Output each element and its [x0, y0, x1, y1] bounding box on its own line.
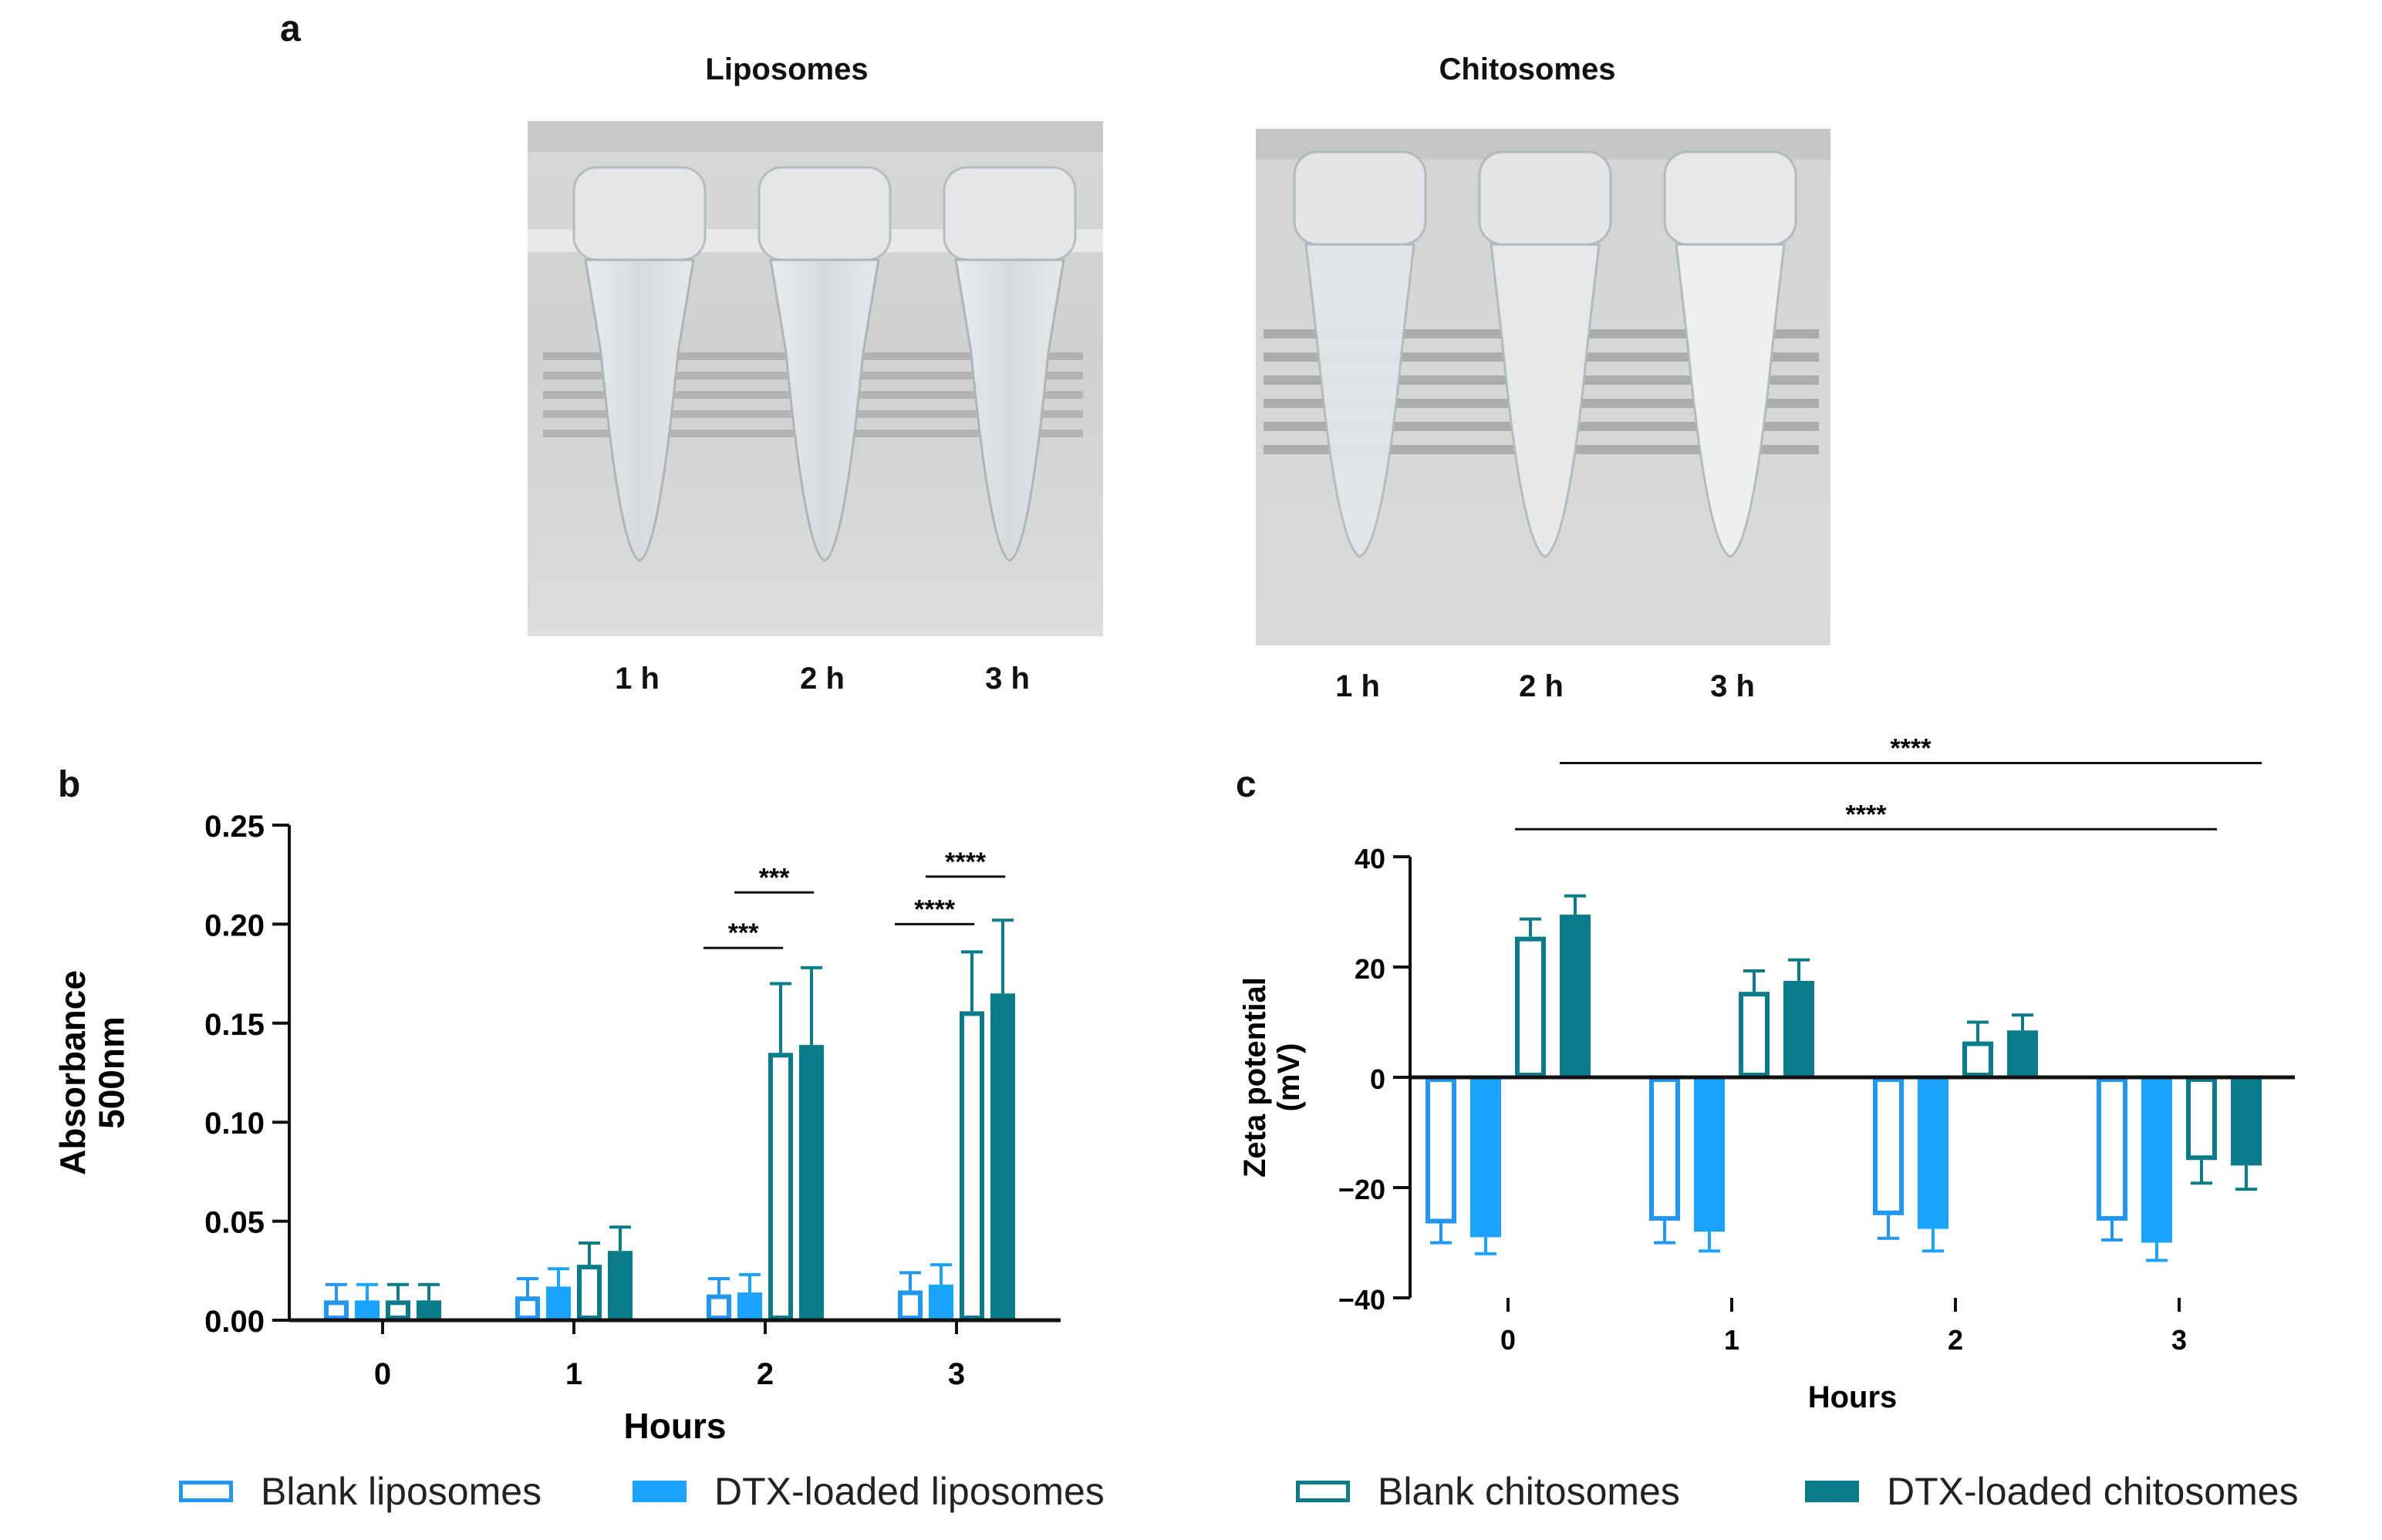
c-bar [2007, 1030, 2038, 1077]
liposomes-time-3: 3 h [985, 662, 1030, 696]
liposomes-time-1: 1 h [615, 662, 660, 696]
b-bar [768, 1053, 793, 1320]
liposomes-time-2: 2 h [800, 662, 845, 696]
c-significance-label: **** [1891, 733, 1932, 763]
chitosomes-time-3: 3 h [1710, 669, 1755, 703]
b-ytick-label: 0.10 [204, 1107, 265, 1141]
b-ytick-label: 0.00 [204, 1305, 265, 1339]
b-ytick-label: 0.20 [204, 908, 265, 942]
legend-swatch-blank-chitosomes [1296, 1481, 1350, 1502]
b-bar [546, 1286, 571, 1320]
b-significance-label: *** [728, 918, 759, 948]
panel-letter-b: b [58, 764, 81, 805]
legend-swatch-dtx-liposomes [633, 1481, 687, 1502]
b-bar [355, 1300, 380, 1320]
c-bar [1783, 980, 1814, 1077]
b-xtick-label: 0 [374, 1357, 391, 1391]
b-xtick-label: 3 [948, 1357, 965, 1391]
b-ytick-label: 0.25 [204, 810, 265, 844]
legend-label-dtx-liposomes: DTX-loaded liposomes [714, 1470, 1105, 1513]
c-x-axis-title: Hours [1808, 1380, 1898, 1414]
chitosomes-time-1: 1 h [1335, 669, 1380, 703]
c-ytick-label: 40 [1355, 843, 1385, 874]
c-bar [1962, 1041, 1993, 1078]
b-significance-label: **** [945, 848, 987, 877]
b-bar [608, 1251, 633, 1320]
c-bar [2141, 1077, 2172, 1243]
b-bar [577, 1265, 602, 1320]
b-bar [960, 1011, 984, 1320]
b-bar [990, 993, 1015, 1320]
c-xtick-label: 0 [1500, 1324, 1516, 1356]
liposomes-tubes-photo [528, 121, 1103, 636]
b-bar [417, 1300, 441, 1320]
liposomes-photo-title: Liposomes [705, 52, 869, 86]
c-bar [1470, 1077, 1501, 1238]
b-bar [324, 1300, 349, 1320]
b-ytick-label: 0.05 [204, 1206, 265, 1240]
c-xtick-label: 2 [1948, 1324, 1963, 1356]
legend-label-blank-liposomes: Blank liposomes [261, 1470, 542, 1513]
b-bar [737, 1292, 762, 1320]
chitosomes-time-2: 2 h [1519, 669, 1564, 703]
chitosomes-tubes-photo [1256, 129, 1830, 645]
c-xtick-label: 3 [2171, 1324, 2187, 1356]
b-bar [929, 1284, 953, 1320]
c-bar [1739, 992, 1770, 1078]
panel-letter-c: c [1236, 764, 1257, 805]
c-bar [1873, 1077, 1904, 1215]
legend-label-blank-chitosomes: Blank chitosomes [1378, 1470, 1680, 1513]
c-bar [2097, 1077, 2127, 1221]
c-bar [1425, 1077, 1456, 1224]
c-bar [1649, 1077, 1680, 1221]
b-significance-label: *** [759, 863, 790, 892]
c-ytick-label: 0 [1370, 1063, 1385, 1095]
b-bar [386, 1300, 410, 1320]
c-bar [2231, 1077, 2262, 1166]
b-bar [515, 1296, 540, 1320]
c-bar [1560, 915, 1591, 1077]
c-bar [1918, 1077, 1948, 1229]
legend-swatch-dtx-chitosomes [1805, 1481, 1859, 1502]
b-xtick-label: 1 [565, 1357, 582, 1391]
legend-item-dtx-liposomes: DTX-loaded liposomes [633, 1469, 1105, 1514]
b-bar [898, 1290, 923, 1320]
b-bar [799, 1045, 824, 1320]
chitosomes-photo-title: Chitosomes [1439, 52, 1616, 86]
legend-swatch-blank-liposomes [179, 1481, 233, 1502]
c-y-axis-title: Zeta potential(mV) [1238, 977, 1306, 1178]
b-y-axis-title: Absorbance500nm [52, 970, 132, 1175]
c-ytick-label: −40 [1338, 1284, 1385, 1316]
legend-item-dtx-chitosomes: DTX-loaded chitosomes [1805, 1469, 2299, 1514]
c-xtick-label: 1 [1724, 1324, 1739, 1356]
c-ytick-label: 20 [1355, 953, 1385, 985]
b-significance-label: **** [914, 895, 956, 924]
c-bar [1515, 936, 1546, 1078]
c-bar [2186, 1077, 2217, 1161]
c-bar [1694, 1077, 1725, 1232]
c-significance-label: **** [1846, 800, 1888, 829]
legend-label-dtx-chitosomes: DTX-loaded chitosomes [1887, 1470, 2299, 1513]
b-bar [707, 1294, 731, 1320]
panel-letter-a: a [280, 8, 301, 49]
b-x-axis-title: Hours [624, 1406, 727, 1446]
c-ytick-label: −20 [1338, 1174, 1385, 1205]
b-xtick-label: 2 [757, 1357, 774, 1391]
b-ytick-label: 0.15 [204, 1008, 265, 1042]
legend-item-blank-liposomes: Blank liposomes [179, 1469, 542, 1514]
legend-item-blank-chitosomes: Blank chitosomes [1296, 1469, 1680, 1514]
